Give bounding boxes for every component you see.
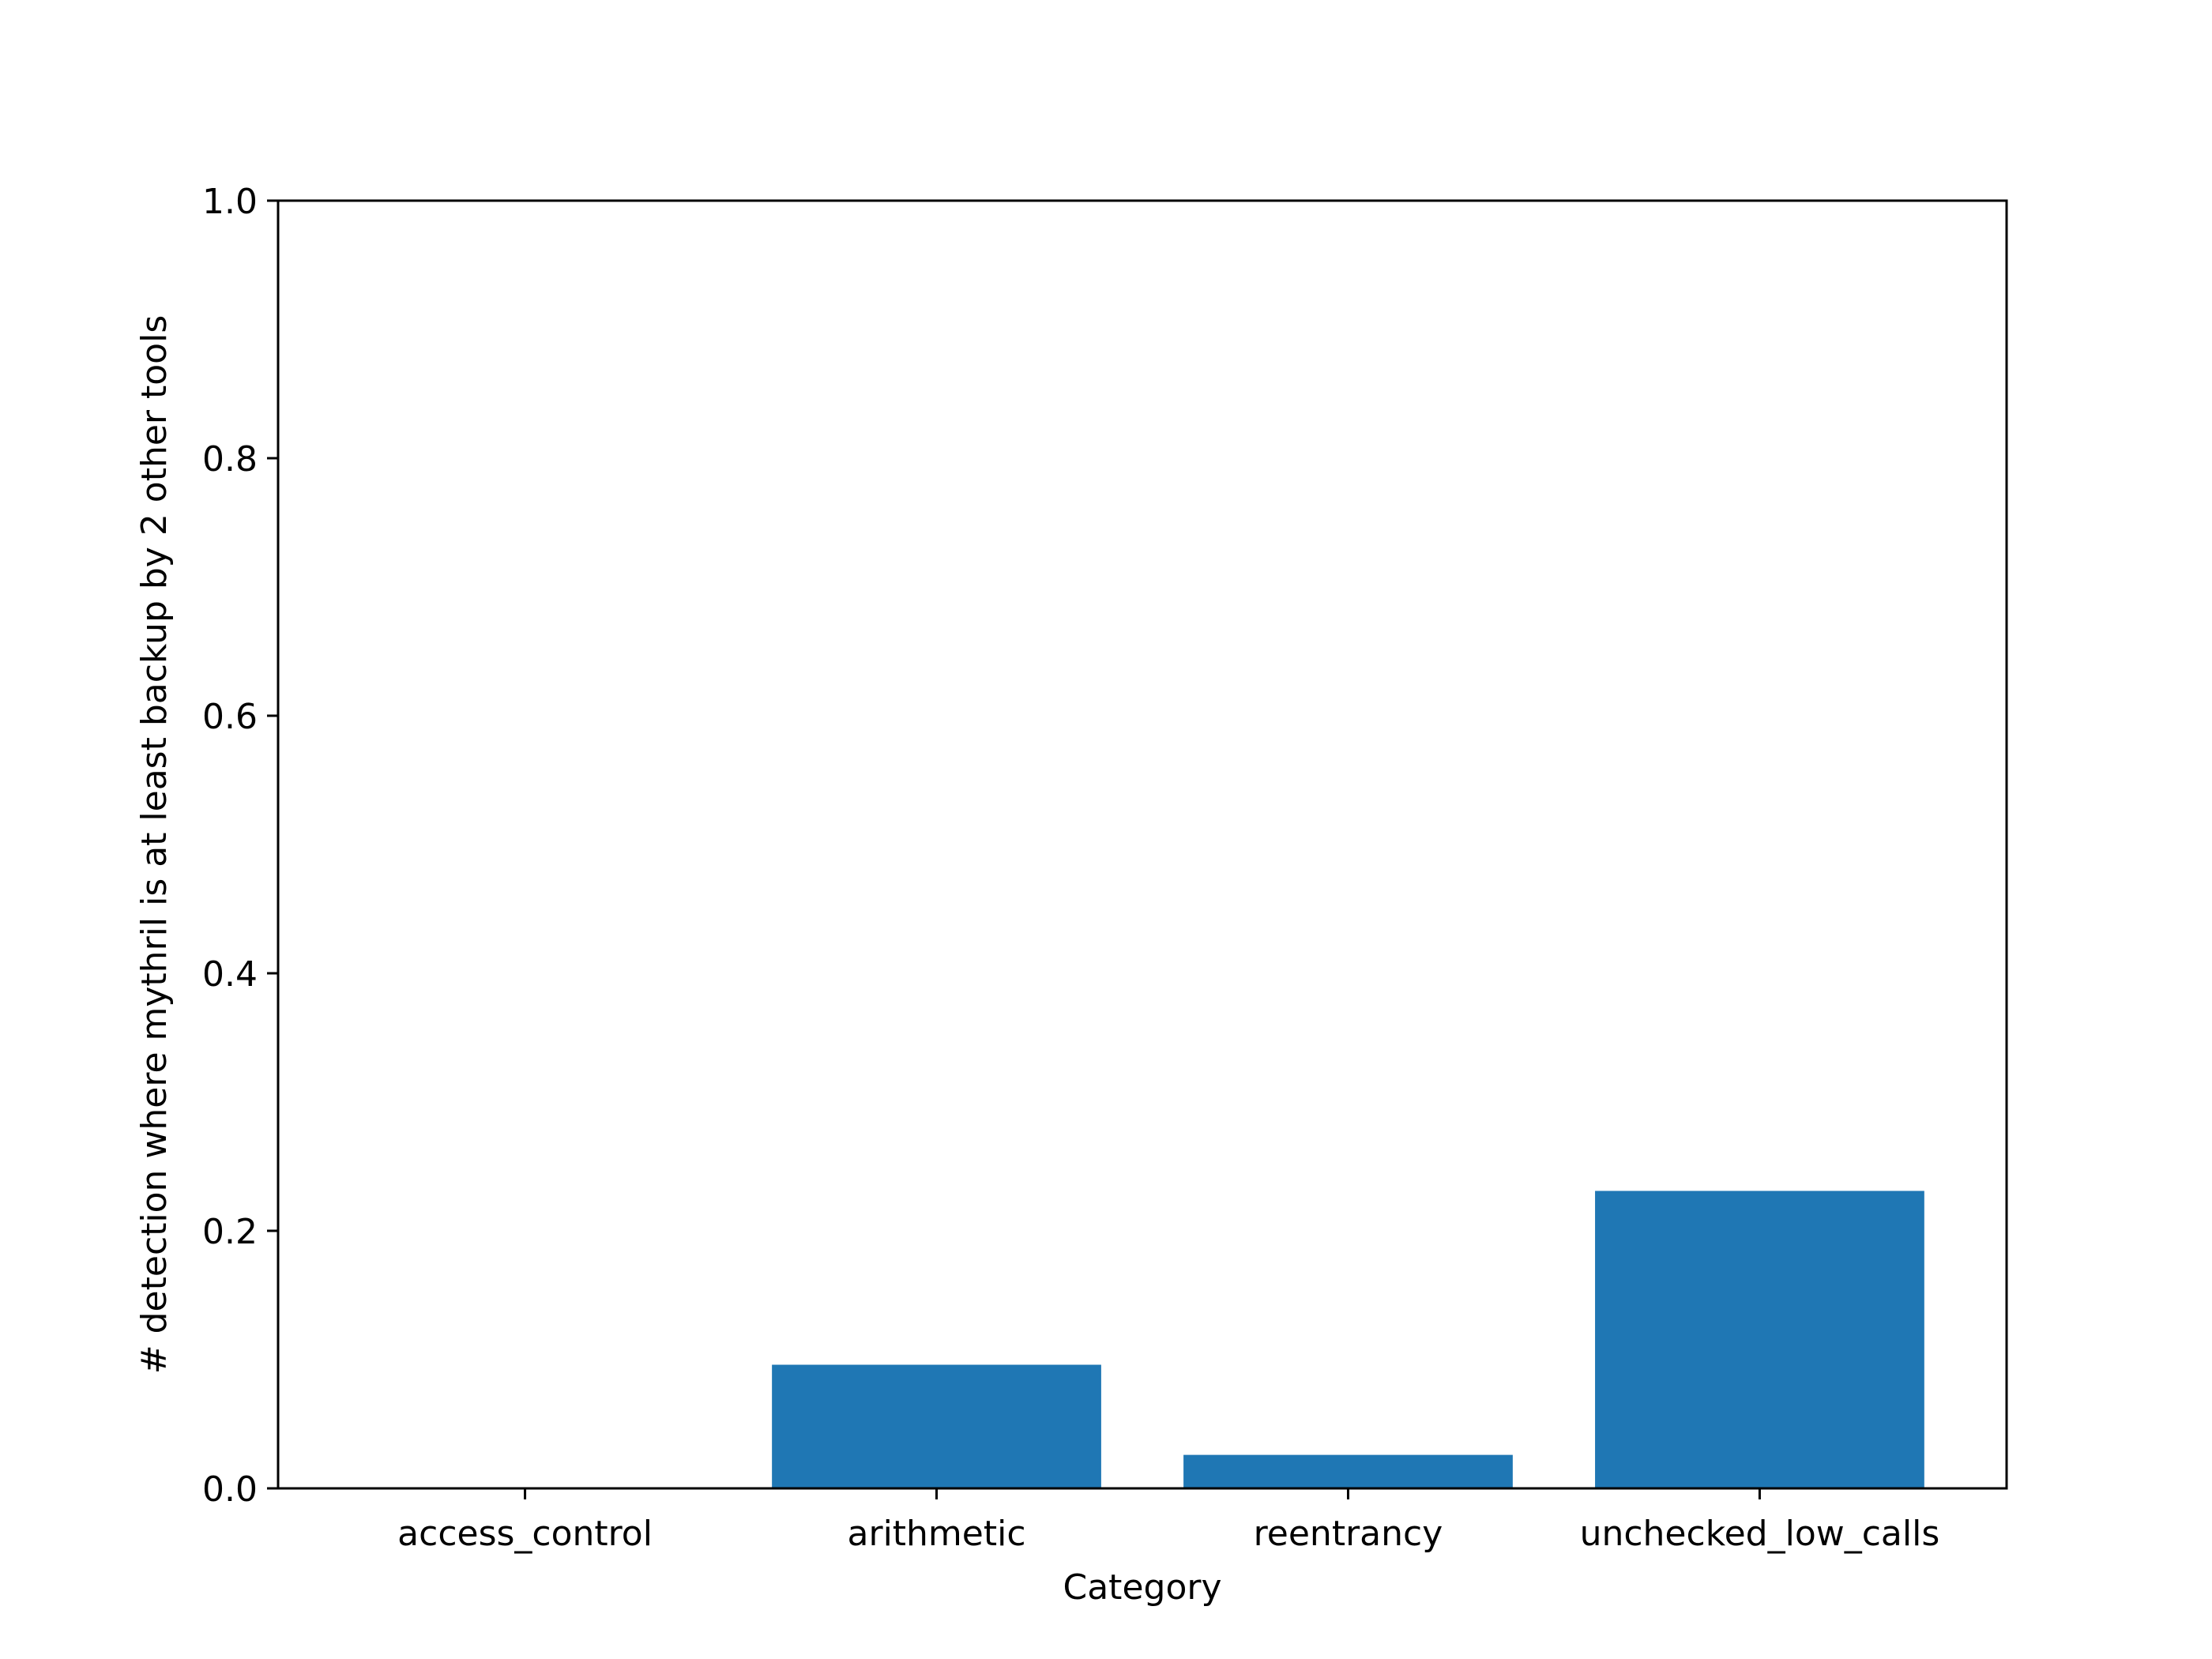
y-tick-label: 0.8	[202, 439, 258, 480]
y-tick-label: 0.6	[202, 697, 258, 737]
y-axis-label: # detection where mythril is at least ba…	[134, 315, 175, 1374]
y-tick-label: 0.4	[202, 954, 258, 995]
bar-reentrancy	[1183, 1454, 1513, 1488]
bars-group	[772, 1191, 1924, 1488]
x-tick-label: arithmetic	[848, 1514, 1026, 1554]
x-tick-label: access_control	[397, 1514, 653, 1554]
y-tick-label: 1.0	[202, 182, 258, 222]
plot-frame	[276, 199, 2008, 1490]
x-tick-label: reentrancy	[1254, 1514, 1443, 1554]
bar-arithmetic	[772, 1364, 1101, 1488]
bar-unchecked-low-calls	[1595, 1191, 1924, 1488]
x-tick-label: unchecked_low_calls	[1580, 1514, 1940, 1554]
x-ticks-group: access_control arithmetic reentrancy unchec…	[397, 1488, 1939, 1554]
x-axis-label: Category	[1063, 1567, 1222, 1608]
y-ticks-group: 0.0 0.2 0.4 0.6 0.8 1.0	[202, 182, 278, 1510]
y-tick-label: 0.0	[202, 1469, 258, 1510]
y-tick-label: 0.2	[202, 1212, 258, 1252]
